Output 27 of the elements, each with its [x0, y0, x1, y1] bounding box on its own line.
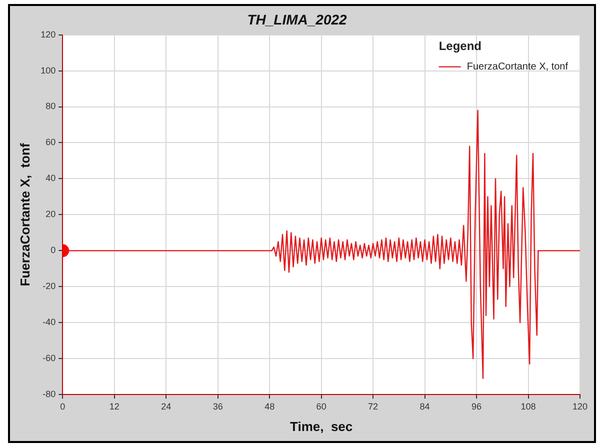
- x-tick-label: 120: [572, 401, 588, 412]
- y-tick-label: 20: [46, 209, 56, 220]
- y-tick-label: -20: [42, 281, 56, 292]
- x-tick-label: 108: [520, 401, 536, 412]
- x-tick-label: 60: [316, 401, 326, 412]
- y-tick-label: 40: [46, 173, 56, 184]
- x-tick-label: 48: [264, 401, 275, 412]
- x-tick-label: 72: [368, 401, 378, 412]
- y-tick-label: -40: [42, 317, 56, 328]
- x-tick-label: 0: [60, 401, 66, 412]
- x-tick-label: 96: [472, 401, 482, 412]
- x-axis-title: Time, sec: [290, 418, 353, 434]
- x-tick-label: 84: [420, 401, 430, 412]
- y-axis-title: FuerzaCortante X, tonf: [17, 142, 32, 286]
- x-tick-label: 24: [161, 401, 172, 412]
- y-tick-label: 60: [46, 137, 56, 148]
- chart-title: TH_LIMA_2022: [247, 11, 348, 28]
- y-tick-label: 120: [40, 29, 56, 40]
- y-tick-label: 100: [40, 65, 56, 76]
- y-tick-label: -80: [42, 389, 56, 400]
- x-tick-label: 12: [109, 401, 120, 412]
- legend-title: Legend: [438, 39, 482, 54]
- y-tick-label: 80: [46, 101, 56, 112]
- legend-label: FuerzaCortante X, tonf: [466, 62, 568, 73]
- y-tick-label: -60: [42, 353, 56, 364]
- x-tick-label: 36: [212, 401, 223, 412]
- y-tick-label: 0: [50, 245, 56, 256]
